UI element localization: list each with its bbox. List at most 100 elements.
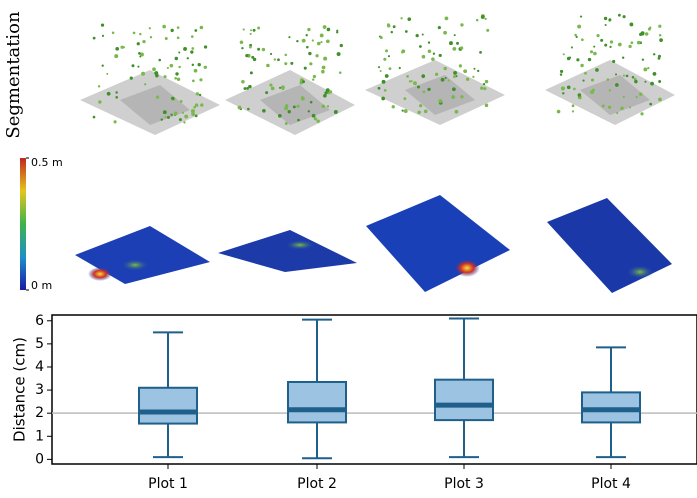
point bbox=[327, 105, 329, 107]
point bbox=[243, 28, 245, 30]
point bbox=[329, 90, 332, 93]
point bbox=[392, 105, 395, 108]
point bbox=[98, 85, 100, 87]
point bbox=[460, 23, 463, 26]
point bbox=[320, 34, 324, 38]
y-tick-label: 2 bbox=[35, 405, 44, 421]
point bbox=[296, 40, 298, 42]
point bbox=[248, 85, 251, 88]
point bbox=[285, 54, 288, 57]
point bbox=[649, 103, 652, 106]
point bbox=[445, 77, 447, 79]
point bbox=[580, 64, 583, 67]
x-tick-label: Plot 3 bbox=[444, 476, 484, 492]
point bbox=[174, 112, 178, 116]
point bbox=[314, 117, 317, 120]
point bbox=[278, 114, 282, 118]
point bbox=[301, 96, 303, 98]
point bbox=[306, 34, 308, 36]
point bbox=[182, 112, 184, 114]
point bbox=[428, 50, 432, 54]
point bbox=[485, 104, 489, 108]
point bbox=[640, 32, 644, 36]
box-plot: 0123456Distance (cm)Plot 1Plot 2Plot 3Pl… bbox=[11, 313, 697, 492]
point bbox=[161, 118, 163, 120]
point bbox=[285, 122, 288, 125]
point bbox=[476, 19, 479, 22]
point bbox=[191, 35, 194, 38]
point bbox=[296, 105, 299, 108]
point bbox=[413, 81, 417, 85]
heat-map bbox=[547, 198, 672, 293]
point bbox=[245, 54, 248, 57]
point bbox=[653, 53, 655, 55]
point bbox=[422, 34, 424, 36]
point bbox=[192, 64, 194, 66]
x-tick-label: Plot 2 bbox=[297, 476, 337, 492]
point bbox=[334, 110, 338, 114]
point bbox=[170, 64, 174, 68]
point bbox=[171, 97, 174, 100]
point bbox=[93, 37, 96, 40]
box bbox=[139, 388, 197, 424]
point bbox=[200, 103, 203, 106]
point bbox=[180, 100, 183, 103]
point bbox=[101, 24, 104, 27]
point bbox=[133, 32, 136, 35]
point bbox=[194, 29, 197, 32]
point bbox=[658, 25, 661, 28]
point bbox=[451, 95, 455, 99]
point bbox=[658, 98, 662, 102]
point bbox=[380, 70, 382, 72]
point bbox=[130, 77, 133, 80]
point bbox=[438, 99, 442, 103]
point bbox=[438, 26, 441, 29]
point bbox=[247, 108, 250, 111]
point bbox=[581, 38, 584, 41]
point bbox=[659, 38, 663, 42]
point bbox=[615, 83, 619, 87]
point bbox=[562, 92, 564, 94]
point bbox=[459, 64, 462, 67]
point bbox=[435, 73, 438, 76]
point bbox=[240, 41, 244, 45]
y-tick-label: 4 bbox=[35, 359, 44, 375]
point bbox=[177, 36, 180, 39]
point bbox=[167, 116, 170, 119]
point bbox=[417, 86, 420, 89]
point bbox=[485, 80, 488, 83]
y-tick-label: 0 bbox=[35, 451, 44, 467]
point bbox=[323, 57, 327, 61]
point bbox=[406, 75, 409, 78]
point bbox=[163, 110, 167, 114]
point bbox=[178, 66, 180, 68]
point bbox=[378, 87, 381, 90]
point bbox=[340, 44, 343, 47]
point bbox=[238, 106, 242, 110]
point bbox=[183, 47, 187, 51]
point bbox=[610, 40, 613, 43]
point bbox=[170, 29, 173, 32]
point bbox=[576, 58, 579, 61]
point bbox=[463, 69, 467, 73]
point bbox=[445, 17, 449, 21]
point bbox=[591, 78, 594, 81]
point bbox=[269, 83, 272, 86]
point bbox=[473, 68, 475, 70]
point bbox=[644, 81, 646, 83]
point bbox=[384, 89, 387, 92]
point bbox=[164, 116, 166, 118]
point bbox=[137, 42, 140, 45]
point bbox=[156, 96, 159, 99]
point bbox=[178, 52, 180, 54]
point bbox=[114, 120, 117, 123]
point bbox=[477, 70, 479, 72]
point bbox=[381, 97, 385, 101]
point bbox=[557, 110, 561, 114]
point bbox=[574, 34, 577, 37]
point bbox=[321, 70, 325, 74]
point bbox=[115, 96, 118, 99]
point bbox=[618, 14, 621, 17]
point bbox=[175, 57, 178, 60]
figure: Segmentation 0.5 m0 m 0123456Distance (c… bbox=[0, 0, 697, 498]
